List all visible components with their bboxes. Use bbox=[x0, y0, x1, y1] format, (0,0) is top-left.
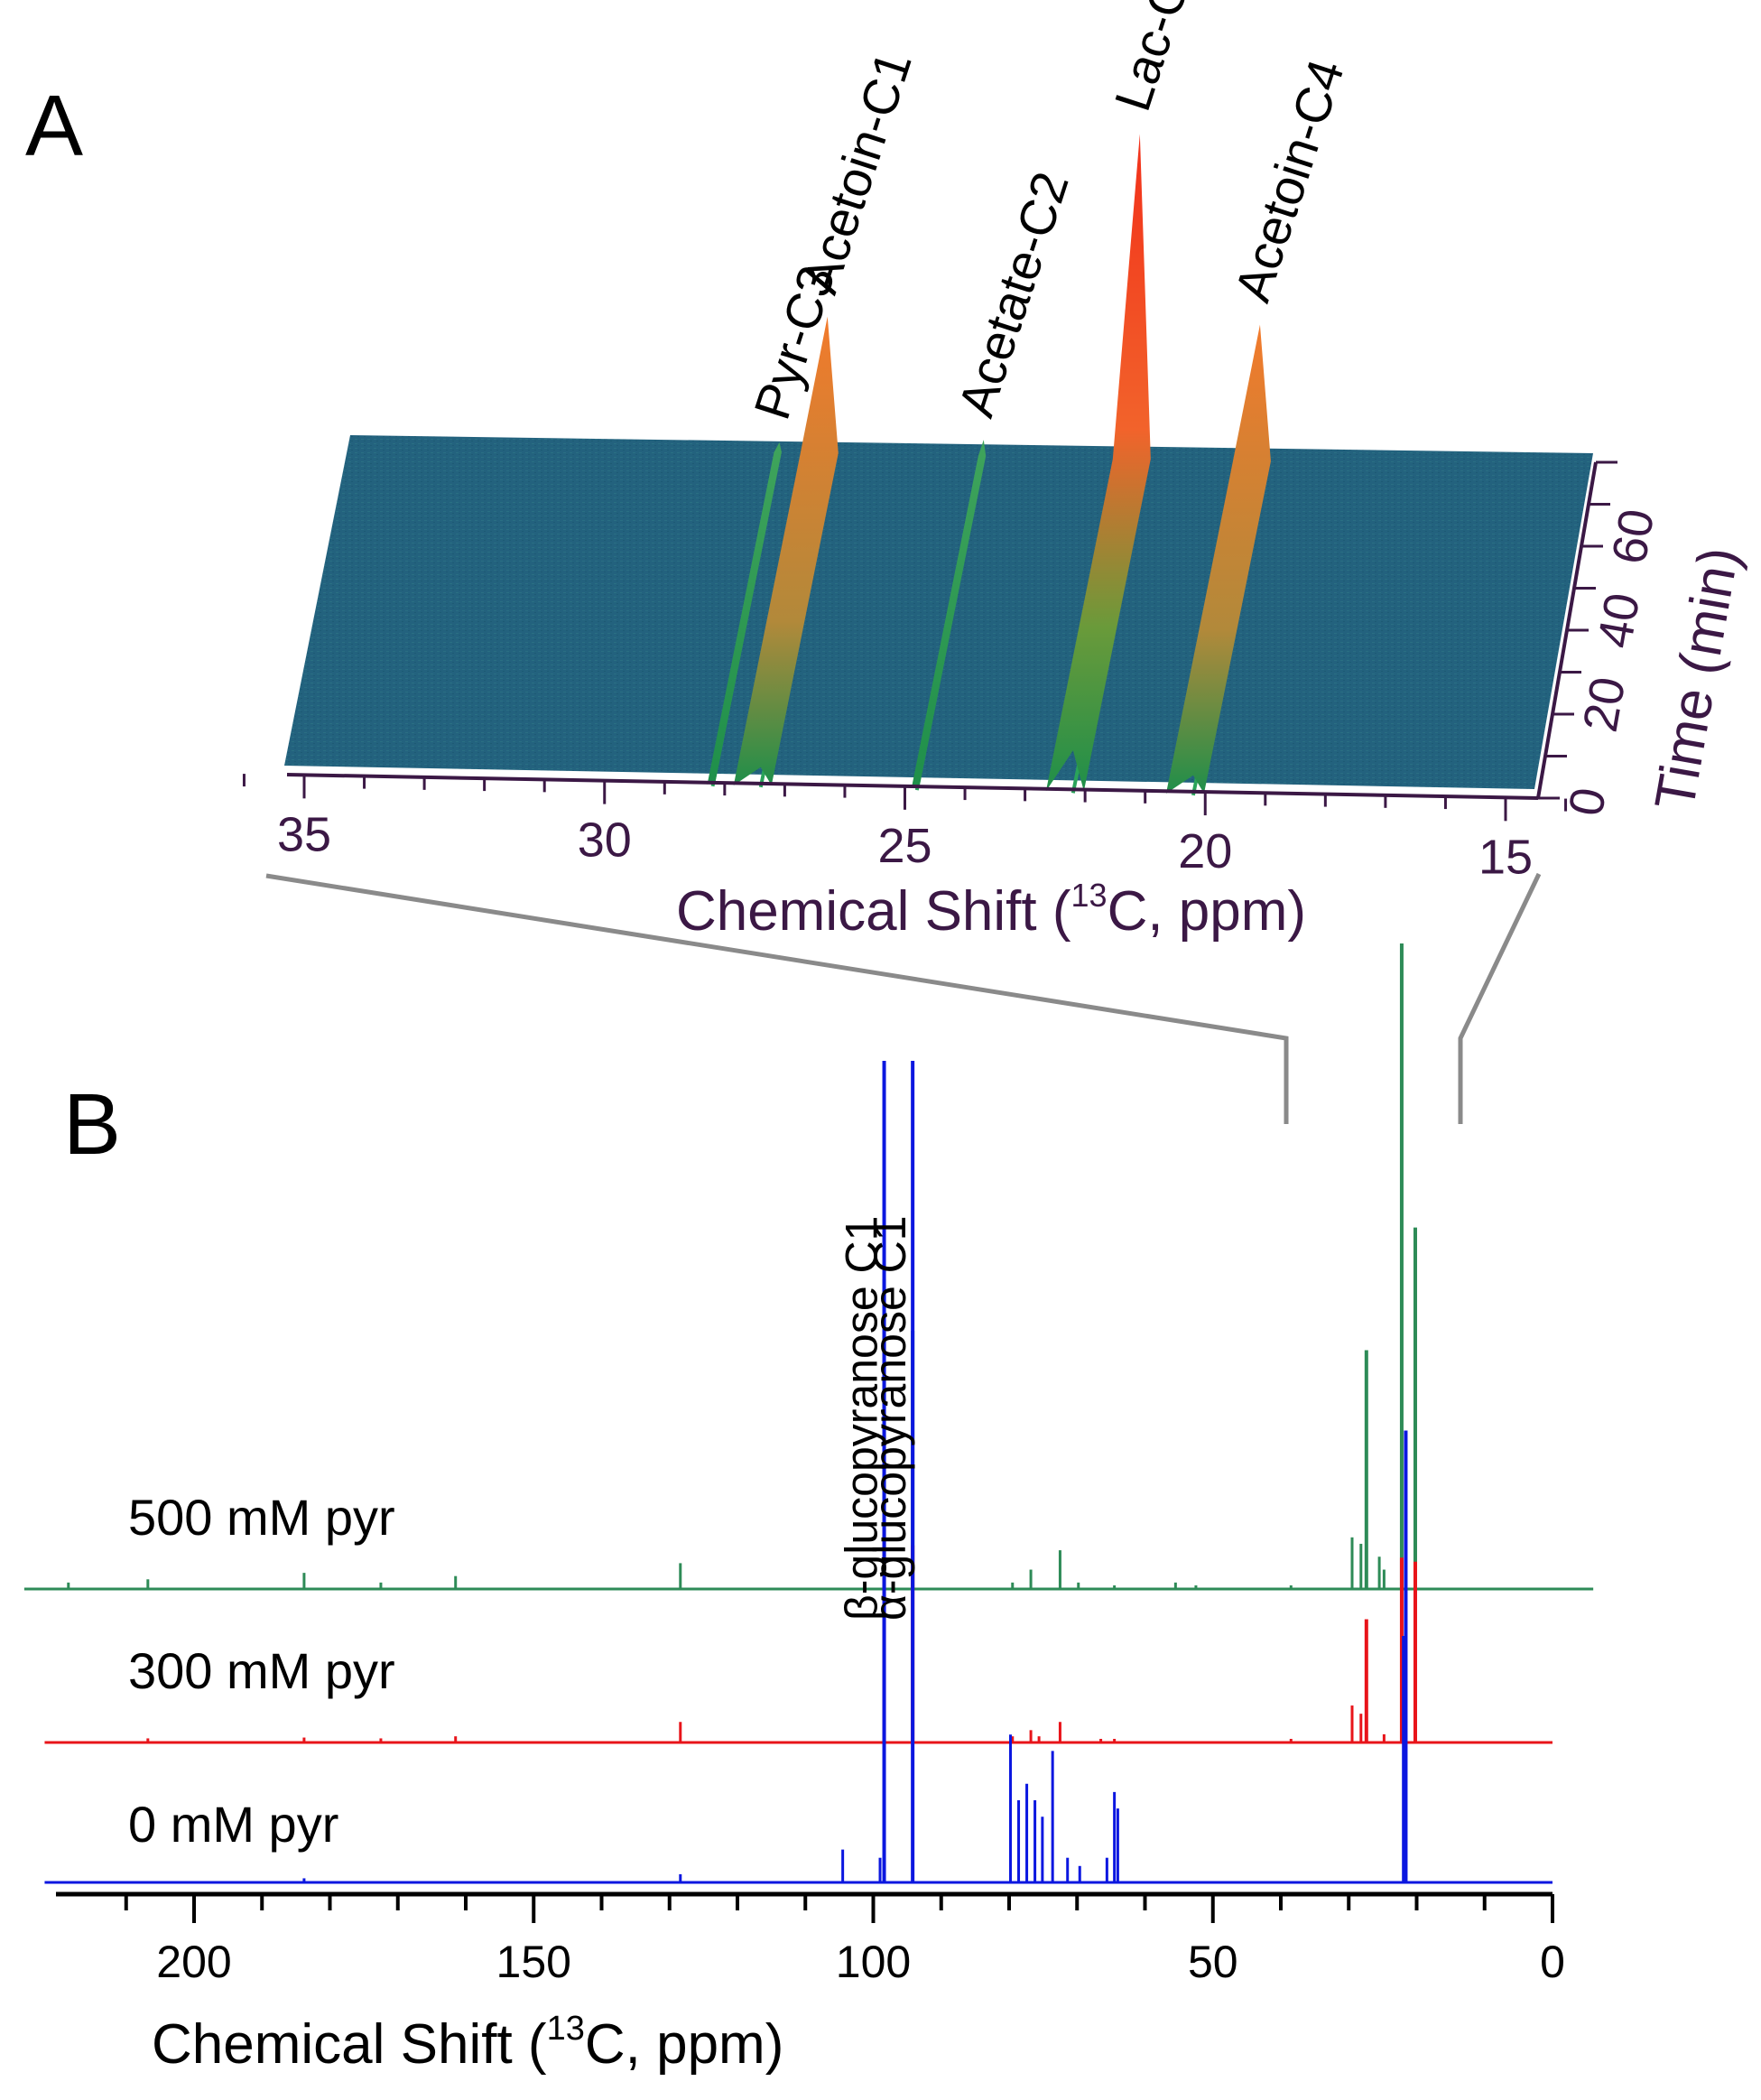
peak-shape-lac-c3 bbox=[1045, 134, 1151, 792]
spectrum-0-mm-pyr bbox=[44, 1061, 1552, 1884]
panel-a-time-axis-title: Time (min) bbox=[1644, 543, 1751, 814]
panel-a-x-axis: 35 30 25 20 15 Chemical Shift (13C, ppm) bbox=[242, 773, 1568, 943]
zoom-connector bbox=[265, 872, 1542, 1124]
peak-shape-acetoin-c4 bbox=[1165, 324, 1271, 794]
spectrum-300-mm-pyr bbox=[44, 1529, 1552, 1744]
peak-label-acetate-c2: Acetate-C2 bbox=[947, 165, 1079, 423]
panel-a-x-tick-label: 30 bbox=[578, 813, 632, 868]
panel-a-time-tick-label: 40 bbox=[1588, 589, 1651, 652]
panel-a-time-ticks: 0 20 40 60 bbox=[1538, 460, 1665, 820]
panel-b-x-tick-label: 0 bbox=[1540, 1937, 1565, 1987]
peak-shapes bbox=[707, 134, 1271, 794]
zoom-connector-right bbox=[1458, 872, 1542, 1124]
peak-shape-acetoin-c1 bbox=[733, 316, 839, 785]
panel-b-x-axis: 200 150 100 50 0 Chemical Shift (13C, ppm) bbox=[56, 1891, 1565, 2076]
glucose-annotations: β-glucopyranose C1α-glucopyranose C1 bbox=[837, 1215, 916, 1621]
panel-a-time-tick-label: 20 bbox=[1573, 673, 1636, 736]
trace-label: 500 mM pyr bbox=[128, 1489, 395, 1546]
panel-a-time-tick-label: 0 bbox=[1559, 784, 1617, 820]
panel-b-x-tick-label: 100 bbox=[836, 1937, 911, 1987]
panel-a-x-tick-label: 20 bbox=[1178, 824, 1232, 878]
panel-a-time-tick-label: 60 bbox=[1602, 505, 1665, 568]
panel-b-spectra: 500 mM pyr 300 mM pyr 0 mM pyr β-glucopyra… bbox=[23, 943, 1594, 2076]
panel-a-x-tick-label: 35 bbox=[277, 807, 331, 861]
annotation-label: α-glucopyranose C1 bbox=[865, 1215, 915, 1621]
trace-labels: 500 mM pyr 300 mM pyr 0 mM pyr bbox=[128, 1489, 395, 1853]
panel-b-x-tick-label: 150 bbox=[496, 1937, 571, 1987]
peak-shape-acetate-c2 bbox=[911, 440, 987, 789]
peak-label-acetoin-c4: Acetoin-C4 bbox=[1223, 52, 1355, 308]
zoom-connector-left bbox=[265, 873, 1289, 1124]
panel-a-x-tick-label: 25 bbox=[877, 819, 931, 873]
peak-label-lac-c3: Lac-C3 bbox=[1103, 0, 1208, 117]
trace-label: 0 mM pyr bbox=[128, 1796, 338, 1853]
panel-b-x-ticks: 200 150 100 50 0 bbox=[124, 1894, 1565, 1987]
spectral-surface bbox=[284, 435, 1593, 789]
panel-a-letter: A bbox=[25, 78, 83, 174]
panel-a-x-axis-line bbox=[286, 773, 1539, 800]
panel-b-x-axis-title: Chemical Shift (13C, ppm) bbox=[152, 2010, 783, 2076]
panel-a-x-tick-label: 15 bbox=[1478, 830, 1533, 884]
panel-a-x-axis-title: Chemical Shift (13C, ppm) bbox=[676, 877, 1306, 943]
trace-label: 300 mM pyr bbox=[128, 1642, 395, 1699]
peak-label-acetoin-c1: Acetoin-C1 bbox=[791, 44, 922, 300]
panel-b-x-tick-label: 200 bbox=[156, 1937, 231, 1987]
panel-a-x-ticks: 35 30 25 20 15 bbox=[242, 774, 1568, 884]
stacked-spectra bbox=[23, 943, 1594, 1884]
peak-shape-pyr-c3 bbox=[707, 442, 782, 785]
annotation-label: β-glucopyranose C1 bbox=[837, 1216, 887, 1621]
panel-b-letter: B bbox=[63, 1076, 121, 1173]
panel-b-x-tick-label: 50 bbox=[1188, 1937, 1238, 1987]
